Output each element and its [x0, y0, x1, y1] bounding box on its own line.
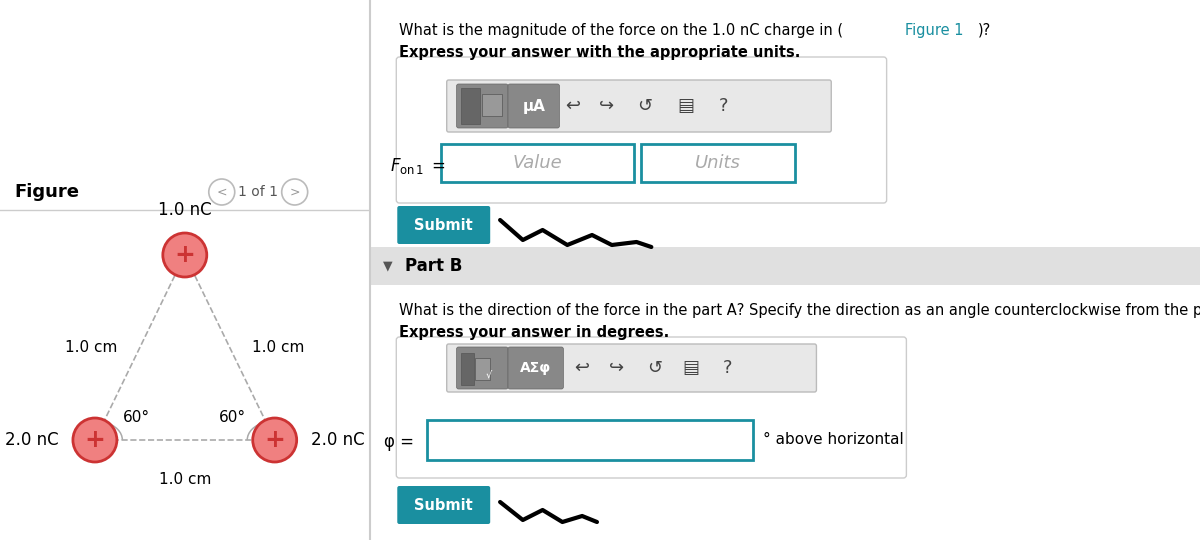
- Text: =: =: [431, 157, 445, 175]
- FancyBboxPatch shape: [440, 144, 634, 182]
- FancyBboxPatch shape: [427, 420, 754, 460]
- Text: μA: μA: [522, 98, 545, 113]
- FancyBboxPatch shape: [508, 84, 559, 128]
- Text: Submit: Submit: [414, 218, 473, 233]
- Text: What is the direction of the force in the part A? Specify the direction as an an: What is the direction of the force in th…: [400, 302, 1200, 318]
- Text: ↪: ↪: [610, 359, 624, 377]
- Text: +: +: [264, 428, 286, 452]
- Text: 60°: 60°: [220, 410, 246, 426]
- Ellipse shape: [253, 418, 296, 462]
- FancyBboxPatch shape: [397, 206, 491, 244]
- Ellipse shape: [73, 418, 116, 462]
- Text: Submit: Submit: [414, 497, 473, 512]
- Text: Units: Units: [695, 154, 740, 172]
- FancyBboxPatch shape: [396, 57, 887, 203]
- FancyBboxPatch shape: [370, 275, 1200, 540]
- Text: ▤: ▤: [678, 97, 695, 115]
- FancyBboxPatch shape: [446, 80, 832, 132]
- Text: Express your answer with the appropriate units.: Express your answer with the appropriate…: [400, 44, 800, 59]
- Text: 1.0 cm: 1.0 cm: [252, 340, 304, 355]
- Text: 60°: 60°: [124, 410, 150, 426]
- Text: 2.0 nC: 2.0 nC: [5, 431, 59, 449]
- Text: +: +: [174, 243, 196, 267]
- Text: Part B: Part B: [406, 257, 462, 275]
- Text: Express your answer in degrees.: Express your answer in degrees.: [400, 325, 670, 340]
- Text: What is the magnitude of the force on the 1.0 nC charge in (: What is the magnitude of the force on th…: [400, 23, 844, 37]
- Text: ↺: ↺: [637, 97, 652, 115]
- Text: ↺: ↺: [647, 359, 662, 377]
- Text: +: +: [84, 428, 106, 452]
- FancyBboxPatch shape: [461, 353, 474, 385]
- Text: 1.0 cm: 1.0 cm: [66, 340, 118, 355]
- FancyBboxPatch shape: [370, 247, 1200, 285]
- Text: ↩: ↩: [565, 97, 580, 115]
- Ellipse shape: [163, 233, 206, 277]
- Text: ▼: ▼: [383, 260, 392, 273]
- FancyBboxPatch shape: [508, 347, 563, 389]
- Text: Figure 1: Figure 1: [906, 23, 964, 37]
- FancyBboxPatch shape: [456, 84, 508, 128]
- FancyBboxPatch shape: [370, 285, 1200, 540]
- Text: ΑΣφ: ΑΣφ: [520, 361, 551, 375]
- Text: ?: ?: [722, 359, 732, 377]
- FancyBboxPatch shape: [482, 94, 502, 116]
- Text: $F_{\mathrm{on\,1}}$: $F_{\mathrm{on\,1}}$: [390, 156, 424, 176]
- Text: φ =: φ =: [384, 433, 419, 451]
- FancyBboxPatch shape: [475, 358, 491, 380]
- Text: ?: ?: [719, 97, 728, 115]
- Text: ↪: ↪: [599, 97, 614, 115]
- Text: Value: Value: [512, 154, 563, 172]
- Text: ▤: ▤: [683, 359, 700, 377]
- FancyBboxPatch shape: [370, 0, 1200, 275]
- FancyBboxPatch shape: [397, 486, 491, 524]
- FancyBboxPatch shape: [446, 344, 816, 392]
- Text: 1.0 cm: 1.0 cm: [158, 472, 211, 487]
- FancyBboxPatch shape: [396, 337, 906, 478]
- Text: ↩: ↩: [575, 359, 589, 377]
- Text: )?: )?: [978, 23, 991, 37]
- Text: >: >: [289, 186, 300, 199]
- Text: 1.0 nC: 1.0 nC: [158, 201, 211, 219]
- FancyBboxPatch shape: [461, 88, 480, 124]
- Text: √: √: [486, 369, 492, 379]
- FancyBboxPatch shape: [642, 144, 794, 182]
- Text: Figure: Figure: [14, 183, 79, 201]
- Text: <: <: [216, 186, 227, 199]
- Text: 2.0 nC: 2.0 nC: [311, 431, 365, 449]
- Text: 1 of 1: 1 of 1: [238, 185, 277, 199]
- FancyBboxPatch shape: [456, 347, 508, 389]
- Text: ° above horizontal: ° above horizontal: [763, 433, 904, 448]
